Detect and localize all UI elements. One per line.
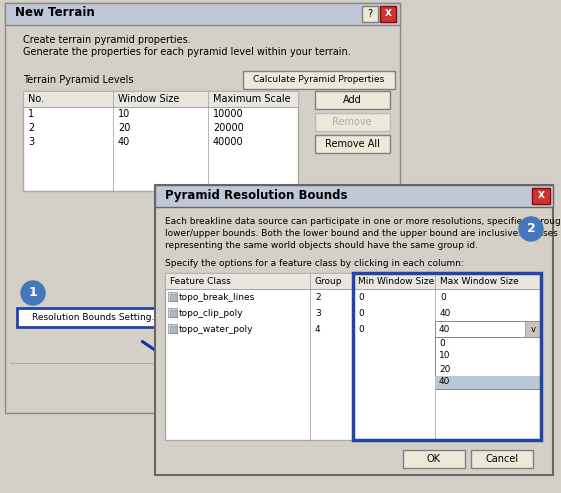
Bar [435,337,541,389]
Text: 10: 10 [118,109,130,119]
Text: 0: 0 [358,292,364,302]
Text: Generate the properties for each pyramid level within your terrain.: Generate the properties for each pyramid… [23,47,351,57]
Bar [403,450,465,468]
Text: Min Window Size: Min Window Size [358,277,434,285]
Text: lower/upper bounds. Both the lower bound and the upper bound are inclusive. Clas: lower/upper bounds. Both the lower bound… [165,229,558,238]
Bar [168,292,177,301]
Bar [532,188,550,204]
Bar [362,6,378,22]
Bar [168,324,177,333]
Text: 3: 3 [28,137,34,147]
Text: topo_clip_poly: topo_clip_poly [179,309,243,317]
Bar [155,185,553,475]
Text: v: v [531,324,536,333]
Text: 20000: 20000 [213,123,243,133]
Text: Remove: Remove [332,117,372,127]
Bar [170,294,177,301]
Text: 2: 2 [315,292,321,302]
Text: Pyramid Resolution Bounds: Pyramid Resolution Bounds [165,189,347,202]
Text: 2: 2 [28,123,34,133]
Text: ?: ? [367,9,373,19]
Text: topo_water_poly: topo_water_poly [179,324,254,333]
Bar [23,91,298,107]
Text: Max Window Size: Max Window Size [440,277,519,285]
Circle shape [519,217,543,241]
Bar [5,3,400,413]
Text: 10: 10 [439,352,450,360]
Text: 3: 3 [315,309,321,317]
Text: New Terrain: New Terrain [15,6,95,19]
Text: X: X [384,9,392,19]
Text: Remove All: Remove All [325,139,379,149]
Bar [315,135,390,153]
Text: 4: 4 [315,324,321,333]
Bar [168,308,177,317]
Text: 2: 2 [527,222,535,236]
Text: 10000: 10000 [213,109,243,119]
Text: 1: 1 [28,109,34,119]
Text: 40: 40 [440,309,452,317]
Text: No.: No. [28,94,44,104]
Text: 20: 20 [118,123,130,133]
Bar [23,91,298,191]
Text: X: X [537,191,545,201]
Text: Window Size: Window Size [118,94,180,104]
Bar [155,185,553,207]
Bar [435,376,541,389]
Text: Calculate Pyramid Properties: Calculate Pyramid Properties [254,75,385,84]
Text: 0: 0 [439,339,445,348]
Text: 40: 40 [118,137,130,147]
Text: Group: Group [315,277,343,285]
Text: 40: 40 [439,324,450,333]
Text: Cancel: Cancel [485,454,518,464]
Text: Specify the options for a feature class by clicking in each column:: Specify the options for a feature class … [165,259,464,268]
Text: 0: 0 [440,292,446,302]
Bar [243,71,395,89]
Bar [471,450,533,468]
Bar [525,321,541,337]
Circle shape [21,281,45,305]
Text: Feature Class: Feature Class [170,277,231,285]
Text: Resolution Bounds Setting...: Resolution Bounds Setting... [32,313,160,321]
Text: representing the same world objects should have the same group id.: representing the same world objects shou… [165,241,478,250]
Text: Add: Add [343,95,361,105]
Bar [435,321,541,337]
Bar [380,6,396,22]
Text: 0: 0 [358,324,364,333]
Text: Each breakline data source can participate in one or more resolutions, specified: Each breakline data source can participa… [165,217,561,226]
Bar [315,113,390,131]
Text: 20: 20 [439,364,450,374]
Text: Maximum Scale: Maximum Scale [213,94,291,104]
Text: 40: 40 [439,378,450,387]
Bar [17,308,175,327]
Text: Terrain Pyramid Levels: Terrain Pyramid Levels [23,75,134,85]
Bar [165,273,541,440]
Text: 1: 1 [29,286,38,300]
Text: Create terrain pyramid properties.: Create terrain pyramid properties. [23,35,191,45]
Bar [170,310,177,317]
Text: OK: OK [427,454,441,464]
Bar [170,326,177,333]
Bar [353,273,541,440]
Bar [315,91,390,109]
Bar [165,273,541,289]
Bar [5,3,400,25]
Text: topo_break_lines: topo_break_lines [179,292,255,302]
Text: 0: 0 [358,309,364,317]
Text: 40000: 40000 [213,137,243,147]
